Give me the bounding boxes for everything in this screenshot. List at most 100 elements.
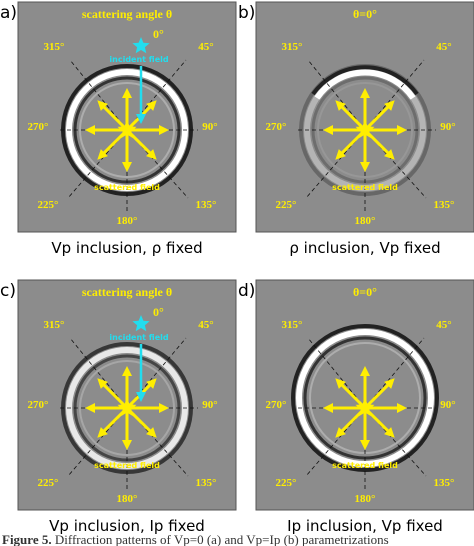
angle-guide bbox=[307, 59, 366, 131]
arrow-head bbox=[146, 427, 157, 438]
arrow-head bbox=[360, 440, 370, 450]
angle-label: 225° bbox=[276, 477, 297, 489]
angle-label: 45° bbox=[436, 319, 451, 331]
arrow-head bbox=[335, 378, 346, 389]
angle-label: 180° bbox=[355, 215, 376, 227]
arrow-head bbox=[97, 149, 108, 160]
arrow-head bbox=[85, 403, 95, 413]
arrow-head bbox=[323, 403, 333, 413]
panel-title: θ=0° bbox=[353, 7, 377, 21]
arrow-head bbox=[159, 125, 169, 135]
figure-text: Diffraction patterns of Vp=0 (a) and Vp=… bbox=[55, 532, 389, 546]
panel: scattering angle θ 0° incident field 315° 45… bbox=[17, 1, 237, 233]
source-star bbox=[132, 37, 150, 54]
panel-caption: Ip inclusion, Vp fixed bbox=[287, 517, 443, 535]
source-star bbox=[132, 315, 150, 332]
arrow-head bbox=[146, 149, 157, 160]
panel-caption: Vp inclusion, ρ fixed bbox=[51, 239, 202, 257]
arrow-head bbox=[397, 403, 407, 413]
angle-guide bbox=[307, 337, 366, 409]
arrow-head bbox=[360, 88, 370, 98]
angle-label: 180° bbox=[117, 493, 138, 505]
arrow-head bbox=[85, 125, 95, 135]
arrow-head bbox=[384, 100, 395, 111]
angle-label: 90° bbox=[202, 399, 217, 411]
arrow-head bbox=[335, 149, 346, 160]
panel: scattering angle θ 0° incident field 315° 45… bbox=[17, 279, 237, 511]
arrow-head bbox=[360, 162, 370, 172]
angle-label: 315° bbox=[44, 41, 65, 53]
scatterer-star bbox=[117, 120, 137, 139]
ring-top-arc-dark bbox=[311, 65, 419, 96]
scatter-arrow bbox=[363, 103, 392, 132]
ring-inner-light bbox=[317, 82, 413, 178]
zero-angle: 0° bbox=[153, 305, 164, 319]
arrow-head bbox=[97, 427, 108, 438]
ring-outer-dark bbox=[291, 324, 439, 472]
angle-label: 270° bbox=[266, 121, 287, 133]
panel-caption: Vp inclusion, Ip fixed bbox=[49, 517, 205, 535]
arrow-head bbox=[384, 378, 395, 389]
arrow-head bbox=[97, 378, 108, 389]
incident-label: incident field bbox=[109, 55, 168, 64]
angle-label: 45° bbox=[436, 41, 451, 53]
angle-guide bbox=[69, 337, 128, 409]
panel-label: a) bbox=[0, 3, 17, 23]
scattered-label: scattered field bbox=[332, 461, 398, 470]
figure-label: Figure 5. bbox=[2, 532, 52, 546]
angle-label: 315° bbox=[282, 319, 303, 331]
angle-label: 135° bbox=[434, 477, 455, 489]
arrow-head bbox=[122, 162, 132, 172]
angle-label: 225° bbox=[276, 199, 297, 211]
angle-label: 45° bbox=[198, 41, 213, 53]
arrow-head bbox=[360, 366, 370, 376]
panel: θ=0° 315° 45° 270° 90° 225° 135° 180° scattered … bbox=[255, 1, 474, 233]
panel-label: d) bbox=[238, 281, 255, 301]
incident-head bbox=[136, 392, 146, 402]
scatterer-star bbox=[355, 120, 375, 139]
ring-inner-light bbox=[79, 82, 175, 178]
angle-label: 270° bbox=[28, 121, 49, 133]
angle-label: 135° bbox=[196, 477, 217, 489]
arrow-head bbox=[384, 149, 395, 160]
ring-inner-light bbox=[79, 360, 175, 456]
arrow-head bbox=[397, 125, 407, 135]
angle-label: 270° bbox=[28, 399, 49, 411]
arrow-head bbox=[323, 125, 333, 135]
panel: θ=0° 315° 45° 270° 90° 225° 135° 180° scattered … bbox=[255, 279, 474, 511]
scatter-arrow bbox=[338, 381, 367, 410]
arrow-head bbox=[384, 427, 395, 438]
arrow-head bbox=[122, 88, 132, 98]
angle-label: 90° bbox=[440, 399, 455, 411]
angle-label: 225° bbox=[38, 199, 59, 211]
panel-label: b) bbox=[238, 3, 255, 23]
panel-title: scattering angle θ bbox=[82, 285, 172, 299]
angle-label: 180° bbox=[355, 493, 376, 505]
angle-label: 90° bbox=[202, 121, 217, 133]
angle-label: 180° bbox=[117, 215, 138, 227]
angle-label: 135° bbox=[434, 199, 455, 211]
angle-label: 315° bbox=[44, 319, 65, 331]
arrow-head bbox=[146, 378, 157, 389]
angle-guide bbox=[69, 59, 128, 131]
angle-label: 315° bbox=[282, 41, 303, 53]
arrow-head bbox=[335, 100, 346, 111]
arrow-head bbox=[335, 427, 346, 438]
angle-label: 270° bbox=[266, 399, 287, 411]
scattered-label: scattered field bbox=[94, 461, 160, 470]
scatter-arrow bbox=[100, 381, 129, 410]
zero-angle: 0° bbox=[153, 27, 164, 41]
scattered-label: scattered field bbox=[332, 183, 398, 192]
panel-title: θ=0° bbox=[353, 285, 377, 299]
panel-label: c) bbox=[0, 281, 16, 301]
panel-caption: ρ inclusion, Vp fixed bbox=[289, 239, 440, 257]
scatter-arrow bbox=[100, 103, 129, 132]
scatter-arrow bbox=[363, 381, 392, 410]
angle-label: 135° bbox=[196, 199, 217, 211]
arrow-head bbox=[159, 403, 169, 413]
arrow-head bbox=[122, 366, 132, 376]
arrow-head bbox=[97, 100, 108, 111]
arrow-head bbox=[122, 440, 132, 450]
panel-title: scattering angle θ bbox=[82, 7, 172, 21]
